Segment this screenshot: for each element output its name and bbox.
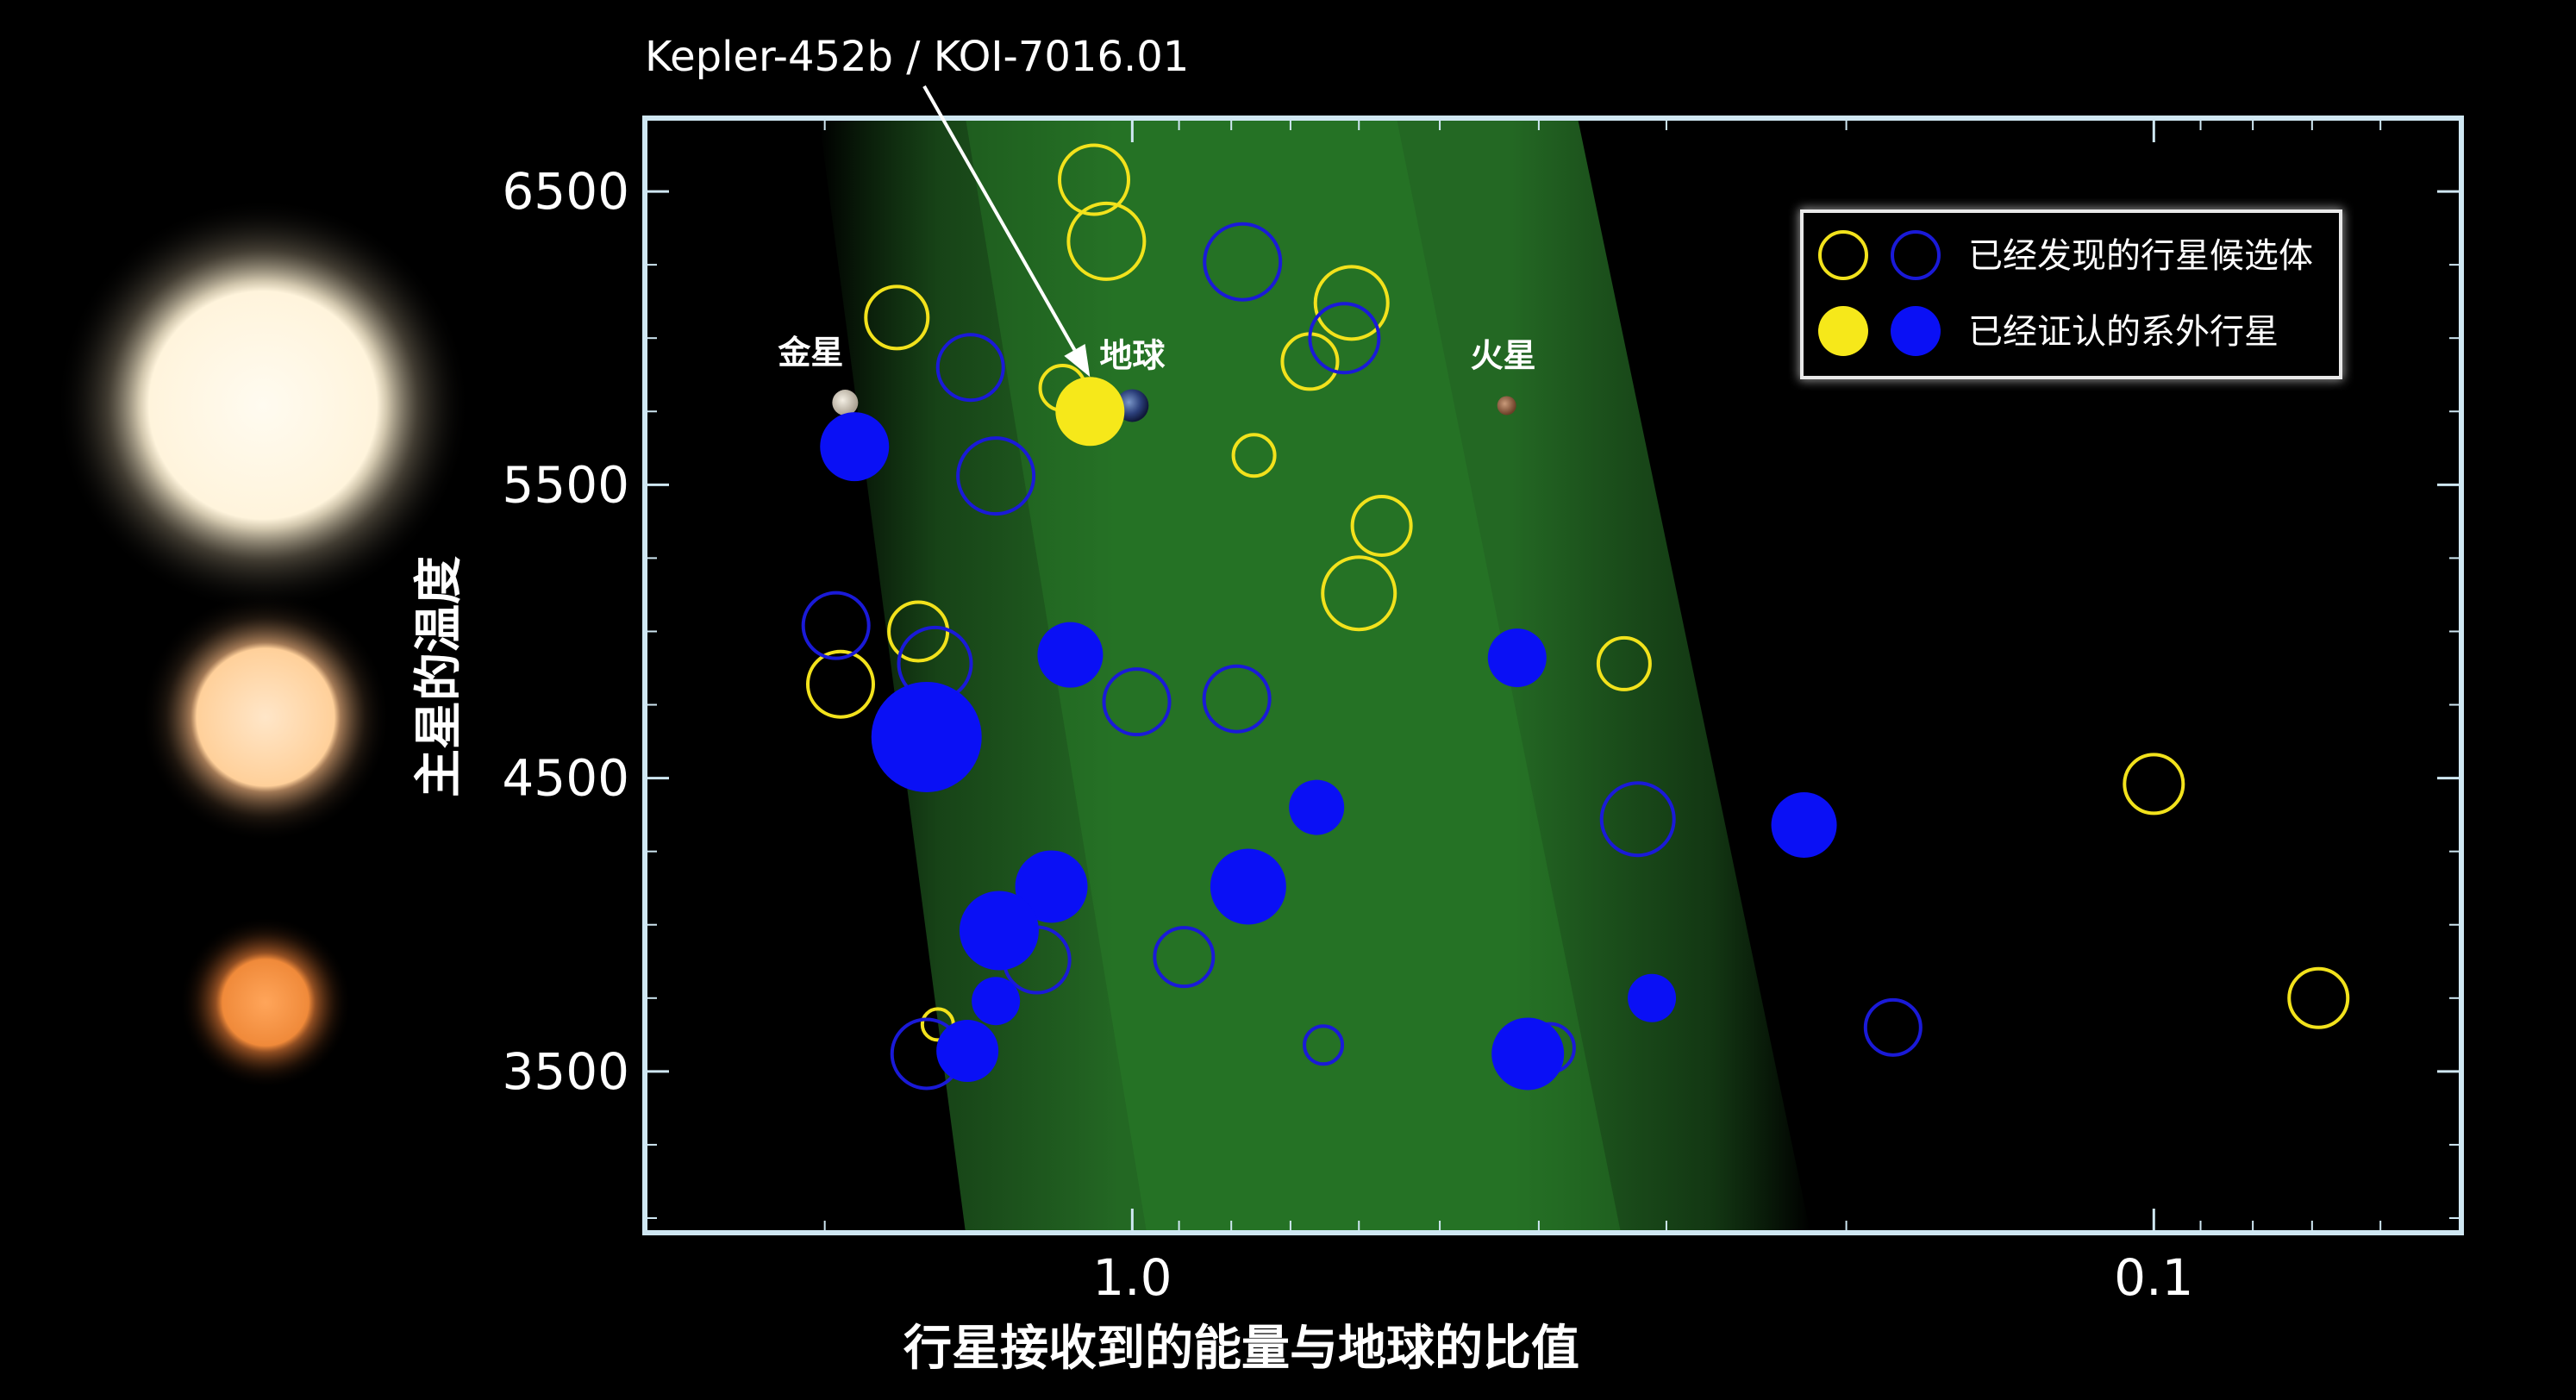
y-tick-label: 6500 — [502, 162, 629, 221]
mars-label: 火星 — [1471, 336, 1536, 374]
venus-label: 金星 — [777, 334, 843, 372]
candidate-point-blue — [1303, 1024, 1345, 1066]
candidate-point-blue — [801, 591, 871, 660]
legend-open-blue-marker — [1891, 230, 1941, 280]
mars-planet-icon — [1497, 396, 1516, 416]
y-tick-label: 3500 — [502, 1042, 629, 1101]
legend-filled-yellow-marker — [1818, 306, 1868, 356]
candidate-point-blue — [1202, 664, 1272, 734]
y-tick-label: 5500 — [502, 455, 629, 514]
candidate-point-yellow — [864, 284, 930, 351]
candidate-point-yellow — [1313, 265, 1390, 341]
confirmed-point-blue — [1491, 1017, 1565, 1091]
candidate-point-blue — [1863, 997, 1923, 1057]
candidate-point-blue — [956, 436, 1036, 516]
confirmed-point-blue — [871, 681, 982, 792]
solar-system-planets: 金星 地球 火星 — [777, 334, 1536, 422]
star-illustrations — [56, 198, 470, 1089]
legend-open-yellow-marker — [1818, 230, 1868, 280]
candidate-point-yellow — [1321, 555, 1397, 632]
candidate-point-blue — [1308, 302, 1381, 375]
confirmed-point-blue — [820, 412, 890, 482]
kepler-452b-annotation: Kepler-452b / KOI-7016.01 — [645, 33, 1189, 378]
x-tick-label: 1.0 — [1092, 1248, 1172, 1307]
confirmed-point-blue — [1015, 850, 1088, 923]
legend: 已经发现的行星候选体 已经证认的系外行星 — [1800, 209, 2342, 379]
candidate-point-blue — [1102, 667, 1172, 737]
candidate-point-blue — [1203, 222, 1283, 302]
confirmed-point-blue — [1289, 779, 1345, 835]
medium-star-icon — [141, 592, 391, 842]
confirmed-point-blue — [1037, 622, 1104, 688]
x-axis-title: 行星接收到的能量与地球的比值 — [903, 1321, 1579, 1377]
candidate-point-yellow — [2287, 966, 2350, 1029]
cool-star-icon — [179, 916, 352, 1089]
annotation-arrowhead — [1064, 344, 1091, 378]
candidate-point-blue — [1599, 781, 1676, 858]
candidate-point-blue — [1153, 926, 1216, 989]
candidate-point-yellow — [1350, 494, 1413, 557]
confirmed-point-blue — [1487, 628, 1547, 688]
legend-box — [1800, 209, 2342, 379]
candidate-point-yellow — [1596, 635, 1652, 691]
candidate-point-blue — [935, 333, 1005, 403]
annotation-arrow — [922, 85, 1077, 351]
hot-star-icon — [56, 198, 470, 612]
plot-frame — [642, 116, 2464, 1235]
x-tick-label: 0.1 — [2114, 1248, 2193, 1307]
y-axis-title: 主星的温度 — [411, 556, 467, 797]
candidate-point-yellow — [1066, 201, 1147, 281]
legend-filled-blue-marker — [1891, 306, 1941, 356]
candidate-point-yellow — [2123, 753, 2185, 816]
confirmed-point-blue — [1210, 848, 1286, 925]
legend-label-candidates: 已经发现的行星候选体 — [1968, 236, 2313, 276]
confirmed-point-yellow — [1055, 377, 1125, 447]
confirmed-point-blue — [936, 1020, 999, 1083]
candidate-point-yellow — [1058, 143, 1131, 216]
candidate-point-yellow — [1231, 433, 1277, 478]
earth-label: 地球 — [1099, 336, 1166, 374]
confirmed-point-blue — [972, 977, 1021, 1026]
confirmed-point-blue — [1628, 973, 1677, 1022]
venus-planet-icon — [832, 390, 859, 416]
confirmed-point-blue — [959, 891, 1039, 971]
axes: 3500 4500 5500 6500 1.0 0.1 — [502, 118, 2461, 1307]
candidate-point-yellow — [805, 649, 875, 719]
legend-label-confirmed: 已经证认的系外行星 — [1968, 312, 2279, 352]
data-points — [801, 143, 2350, 1091]
confirmed-point-blue — [1771, 792, 1837, 859]
y-tick-label: 4500 — [502, 749, 629, 808]
annotation-label: Kepler-452b / KOI-7016.01 — [645, 33, 1189, 81]
